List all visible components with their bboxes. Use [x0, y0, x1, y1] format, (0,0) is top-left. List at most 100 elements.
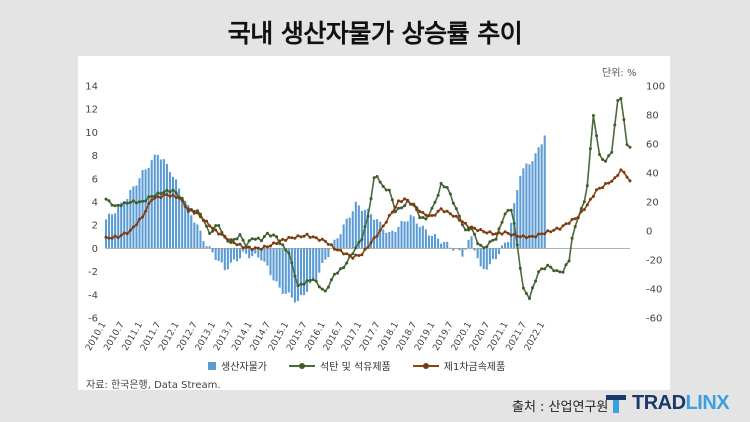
metal-point [284, 238, 288, 242]
coal-oil-point [613, 123, 617, 127]
metal-point [393, 205, 397, 209]
metal-point [610, 179, 614, 183]
coal-oil-point [241, 238, 245, 242]
metal-point [433, 213, 437, 217]
coal-oil-point [333, 272, 336, 276]
ppi-bar [482, 248, 485, 270]
ppi-bar [321, 248, 324, 263]
coal-oil-point [506, 208, 510, 212]
ppi-bar [129, 189, 132, 249]
ppi-bar [534, 153, 537, 249]
ppi-bar [104, 219, 108, 249]
coal-oil-point [250, 237, 254, 241]
coal-oil-point [390, 198, 394, 202]
ppi-bar [427, 235, 430, 249]
ppi-bar [409, 214, 412, 249]
metal-point [107, 236, 111, 240]
metal-point [180, 198, 184, 202]
y-left-tick-label: 10 [85, 128, 98, 139]
metal-point [436, 209, 440, 213]
metal-point [476, 229, 480, 233]
coal-oil-point [311, 278, 315, 282]
coal-oil-point [479, 243, 483, 247]
coal-oil-point [433, 200, 437, 204]
coal-oil-point [278, 242, 282, 245]
metal-point [162, 193, 166, 197]
coal-oil-point [622, 118, 626, 122]
metal-point [552, 228, 556, 232]
coal-oil-point [366, 214, 370, 218]
ppi-bar [184, 200, 187, 249]
metal-point [110, 236, 114, 240]
coal-oil-point [336, 271, 339, 275]
y-right-tick-label: 20 [646, 198, 659, 209]
ppi-bar [494, 248, 497, 260]
coal-oil-point [259, 239, 263, 243]
metal-point [302, 234, 306, 238]
ppi-bar [528, 164, 531, 249]
coal-oil-point [524, 292, 528, 295]
coal-oil-point [131, 199, 135, 203]
ppi-bar [461, 248, 464, 257]
coal-oil-point [387, 188, 391, 192]
y-left-tick-label: 2 [92, 221, 98, 232]
coal-oil-point [256, 236, 260, 240]
coal-oil-point [400, 206, 403, 210]
brand-logo: TRADLINX [604, 391, 730, 415]
ppi-bar [132, 186, 135, 249]
metal-point [528, 235, 531, 238]
coal-oil-point [320, 287, 324, 291]
coal-oil-point [573, 225, 577, 228]
coal-oil-point [430, 206, 434, 210]
ppi-bar [531, 161, 534, 249]
metal-point [232, 241, 236, 245]
ppi-bar [159, 159, 162, 249]
ppi-bar [391, 230, 394, 249]
coal-oil-point [296, 284, 300, 288]
legend-item-metal: 제1차금속제품 [412, 358, 505, 373]
coal-oil-point [442, 185, 446, 189]
ppi-bar [187, 205, 190, 249]
metal-point [564, 222, 568, 226]
metal-point [119, 233, 123, 237]
coal-oil-point [457, 214, 461, 218]
ppi-bar [196, 224, 199, 249]
metal-point [467, 226, 470, 230]
metal-point [613, 176, 617, 180]
coal-oil-point [582, 200, 586, 204]
ppi-bar [339, 234, 342, 249]
ppi-bar [260, 248, 263, 261]
metal-point [156, 195, 160, 199]
metal-point [619, 168, 623, 172]
ppi-bar [488, 248, 491, 265]
brand-logo-icon [606, 395, 626, 413]
metal-point [266, 245, 269, 249]
metal-point [485, 231, 489, 235]
ppi-bar [412, 216, 415, 249]
ppi-bar [162, 159, 165, 249]
metal-point [165, 193, 169, 197]
ppi-bar [147, 167, 150, 249]
ppi-bar [373, 219, 376, 249]
metal-point [144, 209, 148, 213]
coal-oil-point [549, 265, 553, 269]
coal-oil-point [125, 201, 129, 205]
coal-oil-point [558, 270, 562, 274]
coal-oil-point [397, 206, 400, 210]
metal-point [470, 225, 474, 229]
metal-point [570, 217, 574, 221]
ppi-bar [333, 239, 336, 249]
coal-oil-point [141, 199, 145, 203]
coal-oil-point [162, 190, 166, 194]
coal-oil-point [211, 229, 215, 233]
metal-point [357, 254, 361, 257]
coal-oil-point [616, 99, 620, 102]
coal-oil-point [360, 237, 364, 241]
ppi-bar [211, 248, 214, 253]
metal-point [125, 232, 129, 236]
coal-oil-point [208, 232, 212, 235]
metal-point [375, 234, 379, 238]
coal-oil-point [269, 234, 272, 238]
metal-point [518, 235, 522, 239]
ppi-bar [400, 220, 403, 249]
